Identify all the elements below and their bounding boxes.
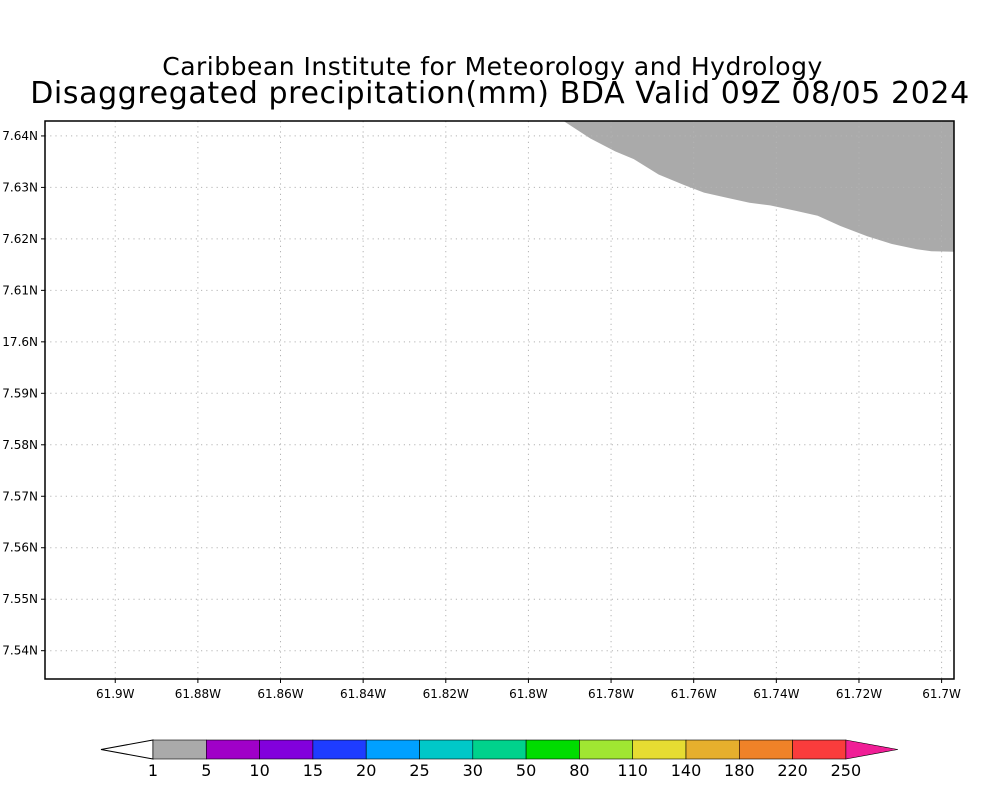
lon-tick-label: 61.82W (423, 687, 469, 701)
colorbar-swatch (632, 739, 687, 760)
colorbar-label: 5 (201, 761, 211, 780)
colorbar-label: 25 (409, 761, 429, 780)
colorbar-label: 10 (249, 761, 269, 780)
colorbar-label: 30 (463, 761, 483, 780)
lat-tick-label: 7.57N (2, 489, 38, 503)
lon-tick-label: 61.8W (509, 687, 548, 701)
colorbar-label: 20 (356, 761, 376, 780)
lat-tick-label: 17.6N (2, 335, 38, 349)
colorbar-swatch (152, 739, 207, 760)
lon-tick-label: 61.72W (836, 687, 882, 701)
colorbar-swatch (365, 739, 420, 760)
lon-tick-label: 61.88W (175, 687, 221, 701)
lon-tick-label: 61.7W (922, 687, 961, 701)
lat-tick-label: 7.56N (2, 541, 38, 555)
lat-tick-label: 7.64N (2, 129, 38, 143)
lon-tick-label: 61.78W (588, 687, 634, 701)
colorbar-label: 220 (777, 761, 808, 780)
lat-tick-label: 7.63N (2, 180, 38, 194)
shaded-precip-region (563, 121, 954, 252)
colorbar-swatch (312, 739, 367, 760)
colorbar-label: 250 (831, 761, 862, 780)
colorbar-high-arrow (845, 739, 898, 760)
lat-tick-label: 7.61N (2, 283, 38, 297)
axis-ticks: 61.9W 61.88W 61.86W 61.84W 61.82W 61.8W 61.78W… (2, 129, 961, 701)
lat-tick-label: 7.54N (2, 644, 38, 658)
colorbar-swatch (206, 739, 260, 760)
shaded-layer (563, 121, 954, 252)
colorbar-swatch (472, 739, 527, 760)
colorbar-swatch (738, 739, 793, 760)
colorbar-swatch (579, 739, 634, 760)
colorbar-label: 15 (303, 761, 323, 780)
map-frame (44, 120, 955, 680)
institution-title: Caribbean Institute for Meteorology and … (162, 52, 823, 81)
colorbar-label: 110 (617, 761, 648, 780)
colorbar-swatch (792, 739, 847, 760)
colorbar-swatch (419, 739, 474, 760)
colorbar-label: 180 (724, 761, 755, 780)
colorbar-label: 50 (516, 761, 536, 780)
product-title: Disaggregated precipitation(mm) BDA Vali… (30, 76, 970, 111)
colorbar-swatch (525, 739, 580, 760)
gridlines (45, 121, 954, 679)
colorbar-swatch (685, 739, 740, 760)
colorbar-swatch (259, 739, 314, 760)
colorbar-label: 80 (569, 761, 589, 780)
colorbar-low-arrow (100, 739, 154, 760)
lon-tick-label: 61.9W (96, 687, 135, 701)
lon-tick-label: 61.86W (257, 687, 303, 701)
lon-tick-label: 61.84W (340, 687, 386, 701)
lat-tick-label: 7.58N (2, 438, 38, 452)
lat-tick-label: 7.62N (2, 232, 38, 246)
colorbar-label: 140 (671, 761, 702, 780)
colorbar-label: 1 (148, 761, 158, 780)
lat-tick-label: 7.59N (2, 386, 38, 400)
lat-tick-label: 7.55N (2, 592, 38, 606)
lon-tick-label: 61.76W (671, 687, 717, 701)
colorbar: 1 5 10 15 20 25 30 50 80 110 140 180 220 250 (100, 739, 898, 780)
lon-tick-label: 61.74W (753, 687, 799, 701)
